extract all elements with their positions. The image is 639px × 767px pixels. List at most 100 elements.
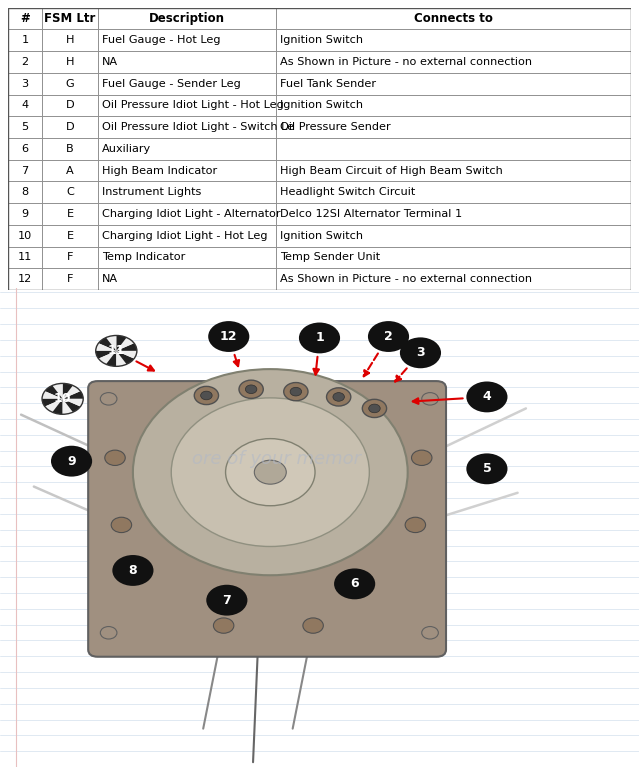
Text: D: D: [66, 122, 74, 132]
Wedge shape: [45, 399, 63, 412]
Circle shape: [368, 321, 409, 352]
Text: E: E: [66, 231, 73, 241]
Wedge shape: [63, 384, 73, 399]
Wedge shape: [98, 337, 116, 351]
Circle shape: [100, 393, 117, 405]
Bar: [8, 160, 42, 181]
Text: Charging Idiot Light - Hot Leg: Charging Idiot Light - Hot Leg: [102, 231, 267, 241]
Bar: [42, 181, 98, 203]
Circle shape: [334, 568, 375, 599]
Circle shape: [422, 627, 438, 639]
Bar: [276, 8, 631, 29]
Bar: [8, 181, 42, 203]
Text: 5: 5: [482, 463, 491, 476]
Bar: [8, 203, 42, 225]
Bar: [276, 94, 631, 117]
Bar: [98, 138, 276, 160]
Wedge shape: [116, 335, 127, 351]
Circle shape: [239, 380, 263, 398]
Text: NA: NA: [102, 274, 118, 284]
Circle shape: [362, 400, 387, 417]
Circle shape: [405, 517, 426, 532]
Text: FSM Ltr: FSM Ltr: [44, 12, 96, 25]
Text: 5: 5: [21, 122, 28, 132]
Wedge shape: [63, 386, 81, 399]
Bar: [42, 117, 98, 138]
Circle shape: [51, 446, 92, 476]
Text: A: A: [66, 166, 74, 176]
Text: Oil Pressure Idiot Light - Switch Le: Oil Pressure Idiot Light - Switch Le: [102, 122, 294, 132]
Circle shape: [245, 385, 257, 393]
Text: Delco 12SI Alternator Terminal 1: Delco 12SI Alternator Terminal 1: [280, 209, 462, 219]
Text: 6: 6: [350, 578, 359, 591]
Text: As Shown in Picture - no external connection: As Shown in Picture - no external connec…: [280, 57, 532, 67]
Wedge shape: [116, 351, 137, 359]
Bar: [8, 94, 42, 117]
Wedge shape: [106, 351, 116, 367]
Bar: [276, 51, 631, 73]
Wedge shape: [106, 335, 116, 351]
Bar: [98, 117, 276, 138]
Text: #: #: [20, 12, 29, 25]
Text: Fuel Gauge - Hot Leg: Fuel Gauge - Hot Leg: [102, 35, 220, 45]
Bar: [42, 160, 98, 181]
Bar: [98, 225, 276, 246]
Text: 2: 2: [21, 57, 28, 67]
Text: As Shown in Picture - no external connection: As Shown in Picture - no external connec…: [280, 274, 532, 284]
Circle shape: [105, 450, 125, 466]
Circle shape: [42, 384, 83, 414]
Text: G: G: [66, 79, 74, 89]
Bar: [98, 181, 276, 203]
Bar: [98, 73, 276, 94]
Text: D: D: [66, 100, 74, 110]
Text: 10: 10: [18, 231, 32, 241]
Bar: [8, 117, 42, 138]
Wedge shape: [116, 343, 137, 351]
Wedge shape: [42, 399, 63, 407]
Bar: [276, 203, 631, 225]
Text: 1: 1: [315, 331, 324, 344]
Circle shape: [299, 322, 340, 354]
Bar: [98, 29, 276, 51]
Circle shape: [226, 439, 315, 505]
Bar: [8, 138, 42, 160]
Text: 8: 8: [128, 564, 137, 577]
Text: NA: NA: [102, 57, 118, 67]
Bar: [8, 246, 42, 268]
Circle shape: [208, 321, 249, 352]
Text: E: E: [66, 209, 73, 219]
Text: 9: 9: [21, 209, 28, 219]
Text: High Beam Indicator: High Beam Indicator: [102, 166, 217, 176]
Text: 3: 3: [21, 79, 28, 89]
Wedge shape: [116, 337, 134, 351]
Bar: [42, 8, 98, 29]
Bar: [276, 246, 631, 268]
Wedge shape: [45, 386, 63, 399]
Wedge shape: [98, 351, 116, 364]
Bar: [98, 160, 276, 181]
Bar: [42, 51, 98, 73]
Bar: [42, 138, 98, 160]
Text: Fuel Tank Sender: Fuel Tank Sender: [280, 79, 376, 89]
Text: 7: 7: [222, 594, 231, 607]
Circle shape: [194, 387, 219, 405]
Text: Oil Pressure Sender: Oil Pressure Sender: [280, 122, 390, 132]
Circle shape: [133, 369, 408, 575]
Text: Ignition Switch: Ignition Switch: [280, 35, 362, 45]
Text: 10: 10: [54, 393, 72, 405]
Text: 12: 12: [18, 274, 32, 284]
Circle shape: [111, 517, 132, 532]
Bar: [98, 268, 276, 290]
Bar: [42, 246, 98, 268]
Bar: [42, 225, 98, 246]
Wedge shape: [96, 343, 116, 351]
Circle shape: [100, 627, 117, 639]
Circle shape: [422, 393, 438, 405]
Text: 11: 11: [107, 344, 125, 357]
Text: High Beam Circuit of High Beam Switch: High Beam Circuit of High Beam Switch: [280, 166, 502, 176]
Text: Charging Idiot Light - Alternator: Charging Idiot Light - Alternator: [102, 209, 281, 219]
Text: Temp Sender Unit: Temp Sender Unit: [280, 252, 380, 262]
Bar: [8, 8, 42, 29]
Circle shape: [400, 337, 441, 368]
Bar: [98, 94, 276, 117]
